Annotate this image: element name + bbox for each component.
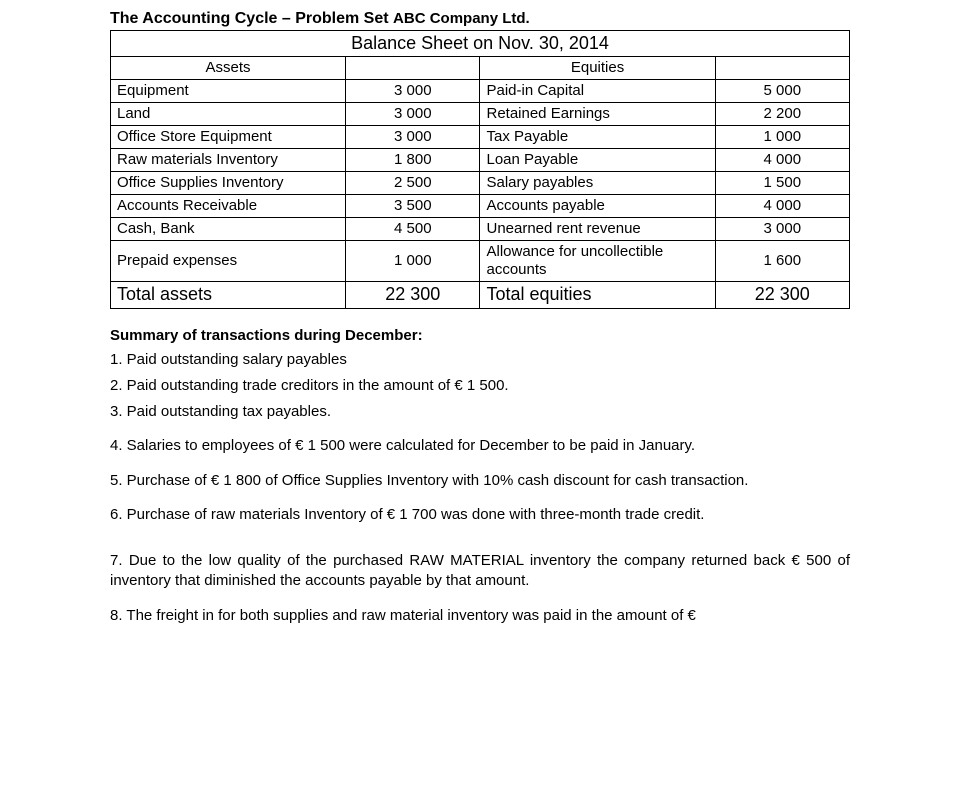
title-prefix: The Accounting Cycle – Problem Set	[110, 10, 393, 27]
equity-value: 3 000	[715, 218, 849, 241]
assets-header: Assets	[111, 57, 346, 80]
asset-label: Cash, Bank	[111, 218, 346, 241]
blank-header	[715, 57, 849, 80]
equity-value: 1 600	[715, 241, 849, 282]
equity-value: 4 000	[715, 149, 849, 172]
asset-value: 3 500	[346, 195, 480, 218]
equity-value: 5 000	[715, 80, 849, 103]
summary-heading: Summary of transactions during December:	[110, 327, 850, 344]
asset-label: Raw materials Inventory	[111, 149, 346, 172]
equity-label: Paid-in Capital	[480, 80, 715, 103]
balance-sheet-caption: Balance Sheet on Nov. 30, 2014	[110, 30, 850, 56]
asset-value: 3 000	[346, 80, 480, 103]
transaction-item: 3. Paid outstanding tax payables.	[110, 402, 850, 422]
company-name: ABC Company Ltd.	[393, 10, 530, 27]
table-row: Accounts Receivable 3 500 Accounts payab…	[111, 195, 850, 218]
total-assets-label: Total assets	[111, 282, 346, 309]
blank-header	[346, 57, 480, 80]
equity-value: 1 500	[715, 172, 849, 195]
total-equities-label: Total equities	[480, 282, 715, 309]
transaction-item: 5. Purchase of € 1 800 of Office Supplie…	[110, 471, 850, 491]
equities-header: Equities	[480, 57, 715, 80]
equity-value: 1 000	[715, 126, 849, 149]
asset-value: 2 500	[346, 172, 480, 195]
table-header-row: Assets Equities	[111, 57, 850, 80]
balance-sheet-table: Assets Equities Equipment 3 000 Paid-in …	[110, 56, 850, 309]
asset-label: Land	[111, 103, 346, 126]
transaction-item: 4. Salaries to employees of € 1 500 were…	[110, 436, 850, 456]
equity-value: 2 200	[715, 103, 849, 126]
transaction-item: 2. Paid outstanding trade creditors in t…	[110, 376, 850, 396]
asset-label: Office Store Equipment	[111, 126, 346, 149]
asset-label: Office Supplies Inventory	[111, 172, 346, 195]
asset-value: 3 000	[346, 103, 480, 126]
transaction-item: 6. Purchase of raw materials Inventory o…	[110, 505, 850, 525]
asset-value: 4 500	[346, 218, 480, 241]
equity-label: Unearned rent revenue	[480, 218, 715, 241]
asset-value: 3 000	[346, 126, 480, 149]
asset-value: 1 800	[346, 149, 480, 172]
page-title: The Accounting Cycle – Problem Set ABC C…	[110, 10, 850, 28]
total-assets-value: 22 300	[346, 282, 480, 309]
equity-label: Salary payables	[480, 172, 715, 195]
table-row: Raw materials Inventory 1 800 Loan Payab…	[111, 149, 850, 172]
asset-label: Prepaid expenses	[111, 241, 346, 282]
table-row: Equipment 3 000 Paid-in Capital 5 000	[111, 80, 850, 103]
totals-row: Total assets 22 300 Total equities 22 30…	[111, 282, 850, 309]
transactions-list: 1. Paid outstanding salary payables 2. P…	[110, 350, 850, 626]
equity-label: Tax Payable	[480, 126, 715, 149]
asset-label: Accounts Receivable	[111, 195, 346, 218]
equity-label: Loan Payable	[480, 149, 715, 172]
equity-label: Accounts payable	[480, 195, 715, 218]
table-row: Land 3 000 Retained Earnings 2 200	[111, 103, 850, 126]
table-row: Prepaid expenses 1 000 Allowance for unc…	[111, 241, 850, 282]
table-row: Cash, Bank 4 500 Unearned rent revenue 3…	[111, 218, 850, 241]
equity-label: Allowance for uncollectible accounts	[480, 241, 715, 282]
document-page: The Accounting Cycle – Problem Set ABC C…	[0, 0, 960, 626]
asset-label: Equipment	[111, 80, 346, 103]
asset-value: 1 000	[346, 241, 480, 282]
transaction-item: 1. Paid outstanding salary payables	[110, 350, 850, 370]
transaction-item: 7. Due to the low quality of the purchas…	[110, 551, 850, 592]
table-row: Office Store Equipment 3 000 Tax Payable…	[111, 126, 850, 149]
table-row: Office Supplies Inventory 2 500 Salary p…	[111, 172, 850, 195]
equity-value: 4 000	[715, 195, 849, 218]
transaction-item: 8. The freight in for both supplies and …	[110, 606, 850, 626]
equity-label: Retained Earnings	[480, 103, 715, 126]
total-equities-value: 22 300	[715, 282, 849, 309]
